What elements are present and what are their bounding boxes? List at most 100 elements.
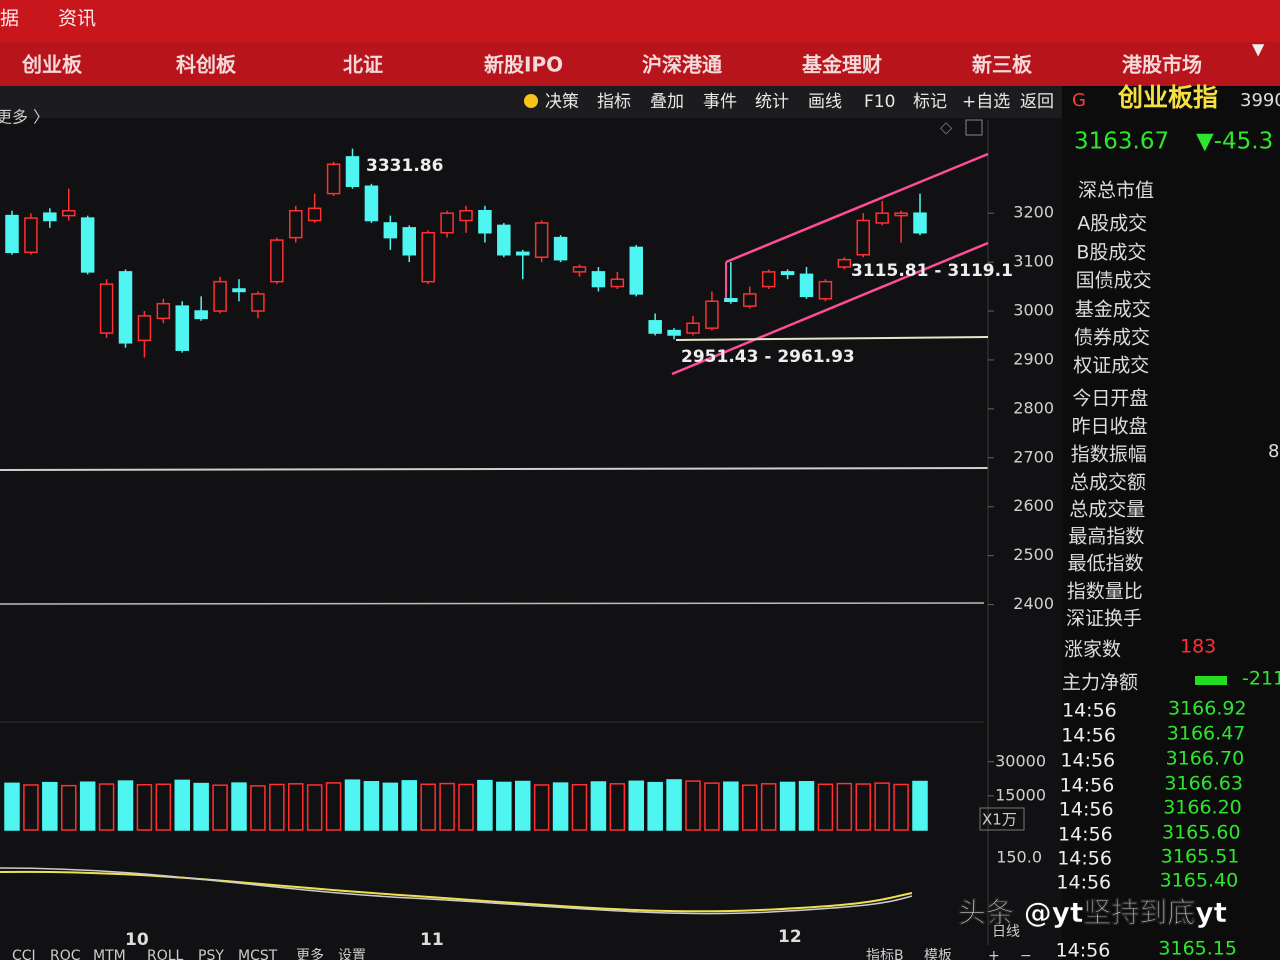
price-annotation: 2951.43 - 2961.93: [681, 347, 855, 367]
volume-bar: [855, 783, 871, 831]
quote-label: 深证换手: [1066, 608, 1142, 630]
candle-body: [459, 209, 473, 222]
candle-body: [421, 231, 435, 283]
candle-body: [856, 219, 870, 256]
volume-bar: [212, 784, 228, 831]
volume-bar: [363, 781, 380, 831]
volume-bar: [760, 783, 777, 831]
index-price: 3163.67: [1074, 129, 1169, 155]
bottom-tab[interactable]: MCST: [238, 948, 278, 960]
volume-bar: [666, 779, 682, 831]
y-tick-label: 3100: [1013, 252, 1054, 271]
candle-body: [270, 239, 284, 283]
quote-label: 指数量比: [1067, 581, 1143, 603]
x-tick-label: 10: [125, 930, 149, 950]
trend-line: [725, 152, 989, 264]
candle-body: [383, 222, 398, 239]
candle-body: [761, 271, 776, 288]
candle-body: [289, 209, 303, 239]
volume-bar: [552, 782, 569, 831]
dropdown-arrow[interactable]: ▼: [1252, 40, 1265, 59]
volume-bar: [4, 782, 20, 831]
y-tick-label: 2700: [1013, 447, 1054, 466]
volume-bar: [742, 784, 758, 831]
bottom-tab[interactable]: −: [1020, 948, 1032, 960]
side-value: 8: [1268, 441, 1279, 462]
nav-tab[interactable]: 港股市场: [1122, 53, 1202, 77]
y-tick-label: 2900: [1013, 349, 1054, 368]
volume-tick-label: 30000: [995, 751, 1046, 770]
volume-bar: [23, 784, 39, 831]
bottom-tab[interactable]: ROC: [50, 948, 81, 960]
toolbar-button[interactable]: F10: [864, 92, 895, 112]
toolbar-button[interactable]: 画线: [808, 92, 842, 112]
volume-bar: [288, 783, 304, 831]
bottom-tab[interactable]: 模板: [924, 948, 952, 960]
volume-bar: [174, 779, 190, 831]
top-bar: [0, 0, 1280, 42]
tick-time: 14:56: [1058, 824, 1113, 846]
quote-label: 今日开盘: [1072, 388, 1148, 410]
candle-body: [780, 271, 795, 276]
candle-body: [875, 212, 889, 224]
candle-body: [80, 217, 95, 273]
bottom-tab[interactable]: 更多: [296, 947, 324, 960]
bottom-tab[interactable]: 设置: [338, 948, 366, 960]
nav-tab[interactable]: 新股IPO: [484, 53, 563, 77]
bottom-tab[interactable]: PSY: [198, 948, 224, 960]
nav-tab[interactable]: 新三板: [972, 53, 1033, 77]
nav-tab[interactable]: 科创板: [176, 53, 237, 77]
volume-bar: [515, 780, 531, 831]
x-tick-label: 11: [420, 930, 444, 950]
toolbar-button[interactable]: 事件: [703, 92, 737, 112]
toolbar-button[interactable]: +自选: [962, 92, 1010, 112]
volume-tick-label: 15000: [995, 785, 1046, 804]
quote-label: 最高指数: [1068, 526, 1144, 548]
y-tick-label: 3000: [1013, 301, 1054, 320]
quote-label: 昨日收盘: [1072, 416, 1148, 438]
volume-bar: [723, 781, 739, 831]
volume-bar: [893, 783, 909, 831]
bottom-tab[interactable]: MTM: [93, 948, 126, 960]
quote-label: A股成交: [1077, 213, 1147, 235]
toolbar-button[interactable]: 指标: [597, 92, 631, 112]
reference-line: [0, 602, 985, 605]
toolbar-button[interactable]: 标记: [913, 92, 947, 112]
candle-body: [43, 212, 57, 222]
nav-tab[interactable]: 基金理财: [802, 53, 882, 77]
candle-body: [648, 320, 662, 334]
candle-body: [743, 293, 757, 307]
y-tick-label: 2800: [1013, 398, 1054, 417]
volume-bar: [325, 782, 342, 831]
volume-bar: [344, 779, 361, 831]
volume-bar: [798, 781, 815, 831]
support-line: [675, 336, 989, 341]
quote-label: 指数振幅: [1071, 444, 1147, 466]
top-menu-item[interactable]: 据: [0, 8, 19, 30]
volume-bar: [193, 782, 209, 831]
toolbar-button[interactable]: 决策: [545, 92, 579, 112]
bottom-tab[interactable]: 指标B: [866, 948, 904, 960]
more-link[interactable]: 更多 〉: [0, 108, 49, 127]
toolbar-button[interactable]: 叠加: [650, 92, 684, 112]
nav-tab[interactable]: 北证: [343, 53, 383, 77]
y-tick-label: 2500: [1013, 545, 1054, 564]
bottom-tab[interactable]: CCI: [12, 948, 36, 960]
tick-price: 3166.47: [1167, 723, 1246, 745]
toolbar-button[interactable]: 返回: [1020, 92, 1054, 112]
index-code: 3990: [1240, 90, 1280, 111]
toolbar-button[interactable]: 统计: [755, 92, 789, 112]
trend-line: [671, 241, 989, 376]
candle-body: [24, 217, 38, 254]
nav-tab[interactable]: 创业板: [21, 53, 83, 77]
candle-body: [478, 209, 492, 234]
volume-bar: [439, 782, 455, 831]
bottom-tab[interactable]: +: [988, 948, 1000, 960]
bottom-tab[interactable]: ROLL: [147, 948, 184, 960]
x-tick-label: 12: [778, 927, 802, 947]
nav-tab[interactable]: 沪深港通: [642, 53, 722, 77]
top-menu-item[interactable]: 资讯: [58, 8, 96, 30]
volume-bar: [685, 780, 701, 831]
